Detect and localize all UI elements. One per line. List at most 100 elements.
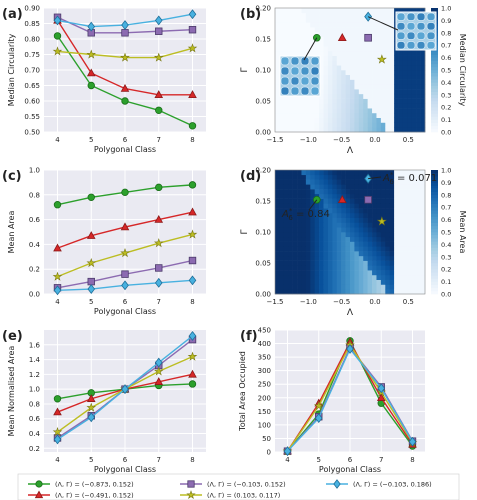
heatmap-cell	[402, 255, 408, 261]
colorbar-segment	[431, 170, 438, 174]
colorbar-segment	[431, 219, 438, 223]
heatmap-cell	[372, 70, 377, 76]
heatmap-cell	[407, 222, 413, 228]
heatmap-cell	[389, 89, 395, 95]
heatmap-cell	[372, 122, 377, 128]
heatmap-cell	[314, 179, 320, 185]
heatmap-cell	[350, 208, 355, 214]
heatmap-cell	[394, 127, 399, 133]
heatmap-cell	[275, 41, 280, 47]
heatmap-cell	[354, 12, 360, 18]
heatmap-cell	[327, 203, 333, 209]
heatmap-cell	[283, 50, 289, 56]
heatmap-cell	[350, 251, 355, 257]
heatmap-cell	[416, 236, 421, 242]
heatmap-cell	[341, 31, 346, 37]
colorbar-segment	[431, 275, 438, 279]
heatmap-cell	[341, 8, 346, 14]
heatmap-cell	[407, 103, 413, 109]
data-point	[53, 434, 62, 445]
heatmap-cell	[301, 232, 307, 238]
heatmap-cell	[416, 198, 421, 204]
heatmap-cell	[394, 98, 399, 104]
heatmap-cell	[279, 265, 285, 271]
inset-cell-image-right	[395, 11, 437, 51]
heatmap-cell	[394, 189, 399, 195]
heatmap-cell	[319, 265, 324, 271]
heatmap-cell	[363, 227, 368, 233]
heatmap-cell	[363, 265, 368, 271]
heatmap-cell	[350, 236, 355, 242]
heatmap-cell	[367, 84, 373, 90]
heatmap-cell	[367, 122, 373, 128]
heatmap-cell	[301, 98, 307, 104]
heatmap-cell	[407, 189, 413, 195]
heatmap-cell	[420, 179, 426, 185]
heatmap-cell	[402, 193, 408, 199]
heatmap-cell	[420, 112, 426, 118]
heatmap-cell	[394, 208, 399, 214]
heatmap-cell	[389, 108, 395, 114]
data-point	[86, 49, 97, 59]
heatmap-cell	[350, 260, 355, 266]
heatmap-cell	[341, 212, 346, 218]
heatmap-cell	[288, 208, 293, 214]
heatmap-cell	[279, 270, 285, 276]
heatmap-cell	[332, 12, 338, 18]
colorbar-segment	[431, 94, 438, 99]
heatmap-cell	[398, 60, 404, 66]
heatmap-cell	[350, 98, 355, 104]
heatmap-cell	[319, 193, 324, 199]
heatmap-cell	[402, 8, 408, 14]
heatmap-cell	[363, 236, 368, 242]
heatmap-cell	[345, 232, 351, 238]
data-point	[121, 384, 129, 395]
heatmap-cell	[411, 260, 417, 266]
x-tick-label: 7	[157, 136, 161, 144]
heatmap-cell	[327, 65, 333, 71]
heatmap-cell	[283, 236, 289, 242]
heatmap-cell	[372, 117, 377, 123]
colorbar-tick-label: 0.3	[441, 91, 451, 99]
heatmap-cell	[345, 212, 351, 218]
heatmap-cell	[394, 241, 399, 247]
heatmap-cell	[350, 222, 355, 228]
heatmap-cell	[398, 55, 404, 61]
heatmap-cell	[283, 117, 289, 123]
heatmap-cell	[341, 170, 346, 176]
heatmap-cell	[372, 251, 377, 257]
parameter-point	[337, 195, 347, 204]
heatmap-cell	[336, 217, 342, 223]
heatmap-cell	[372, 212, 377, 218]
heatmap-cell	[283, 274, 289, 280]
colorbar-segment	[431, 253, 438, 258]
heatmap-cell	[341, 127, 346, 133]
heatmap-cell	[336, 174, 342, 180]
heatmap-cell	[354, 236, 360, 242]
heatmap-cell	[363, 70, 368, 76]
heatmap-cell	[305, 12, 311, 18]
heatmap-cell	[363, 184, 368, 190]
heatmap-cell	[372, 8, 377, 14]
heatmap-cell	[411, 198, 417, 204]
heatmap-cell	[354, 174, 360, 180]
heatmap-cell	[297, 112, 302, 118]
legend-item: (Λ, Γ) = (−0.491, 0.152)	[28, 490, 134, 500]
heatmap-cell	[385, 255, 390, 261]
heatmap-cell	[398, 212, 404, 218]
data-point	[155, 183, 163, 192]
heatmap-cell	[389, 174, 395, 180]
heatmap-cell	[279, 227, 285, 233]
heatmap-cell	[345, 208, 351, 214]
heatmap-cell	[279, 236, 285, 242]
heatmap-cell	[332, 60, 338, 66]
heatmap-cell	[420, 279, 426, 285]
heatmap-cell	[389, 46, 395, 52]
x-tick-label: 6	[348, 456, 353, 464]
heatmap-cell	[314, 27, 320, 33]
heatmap-cell	[380, 227, 386, 233]
heatmap-cell	[411, 170, 417, 176]
heatmap-cell	[420, 255, 426, 261]
heatmap-cell	[407, 279, 413, 285]
heatmap-cell	[323, 251, 329, 257]
